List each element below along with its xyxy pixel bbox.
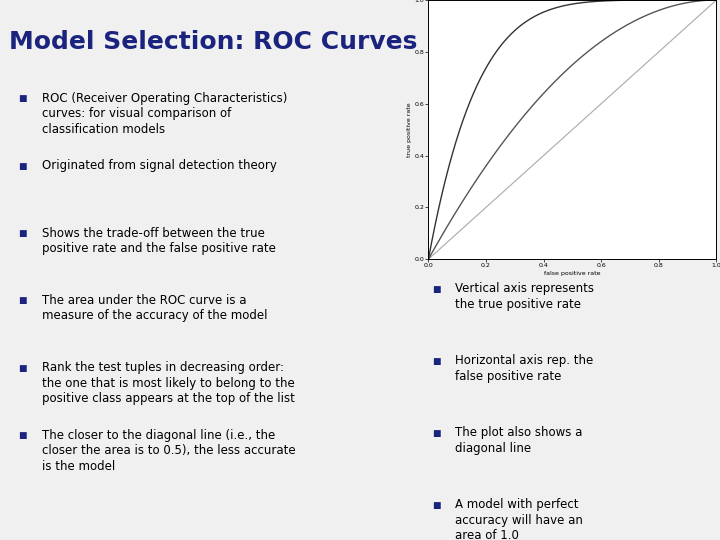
Text: Horizontal axis rep. the
false positive rate: Horizontal axis rep. the false positive … bbox=[455, 354, 593, 383]
Text: The area under the ROC curve is a
measure of the accuracy of the model: The area under the ROC curve is a measur… bbox=[42, 294, 267, 322]
Text: ■: ■ bbox=[18, 161, 27, 171]
Text: ■: ■ bbox=[432, 429, 441, 437]
Text: ■: ■ bbox=[432, 501, 441, 510]
Text: The closer to the diagonal line (i.e., the
closer the area is to 0.5), the less : The closer to the diagonal line (i.e., t… bbox=[42, 429, 295, 472]
Text: ■: ■ bbox=[18, 94, 27, 103]
Text: Model Selection: ROC Curves: Model Selection: ROC Curves bbox=[9, 30, 418, 53]
Text: ■: ■ bbox=[432, 356, 441, 366]
Text: A model with perfect
accuracy will have an
area of 1.0: A model with perfect accuracy will have … bbox=[455, 498, 583, 540]
Text: ROC (Receiver Operating Characteristics)
curves: for visual comparison of
classi: ROC (Receiver Operating Characteristics)… bbox=[42, 92, 287, 136]
Text: ■: ■ bbox=[18, 363, 27, 373]
Text: The plot also shows a
diagonal line: The plot also shows a diagonal line bbox=[455, 426, 582, 455]
Text: Rank the test tuples in decreasing order:
the one that is most likely to belong : Rank the test tuples in decreasing order… bbox=[42, 361, 294, 405]
Text: ■: ■ bbox=[432, 285, 441, 294]
Text: ■: ■ bbox=[18, 296, 27, 305]
Text: ■: ■ bbox=[18, 431, 27, 440]
Text: ■: ■ bbox=[18, 229, 27, 238]
Text: Originated from signal detection theory: Originated from signal detection theory bbox=[42, 159, 276, 172]
Text: Vertical axis represents
the true positive rate: Vertical axis represents the true positi… bbox=[455, 282, 594, 310]
Text: Shows the trade-off between the true
positive rate and the false positive rate: Shows the trade-off between the true pos… bbox=[42, 227, 276, 255]
Y-axis label: true positive rate: true positive rate bbox=[407, 102, 412, 157]
X-axis label: false positive rate: false positive rate bbox=[544, 271, 600, 276]
